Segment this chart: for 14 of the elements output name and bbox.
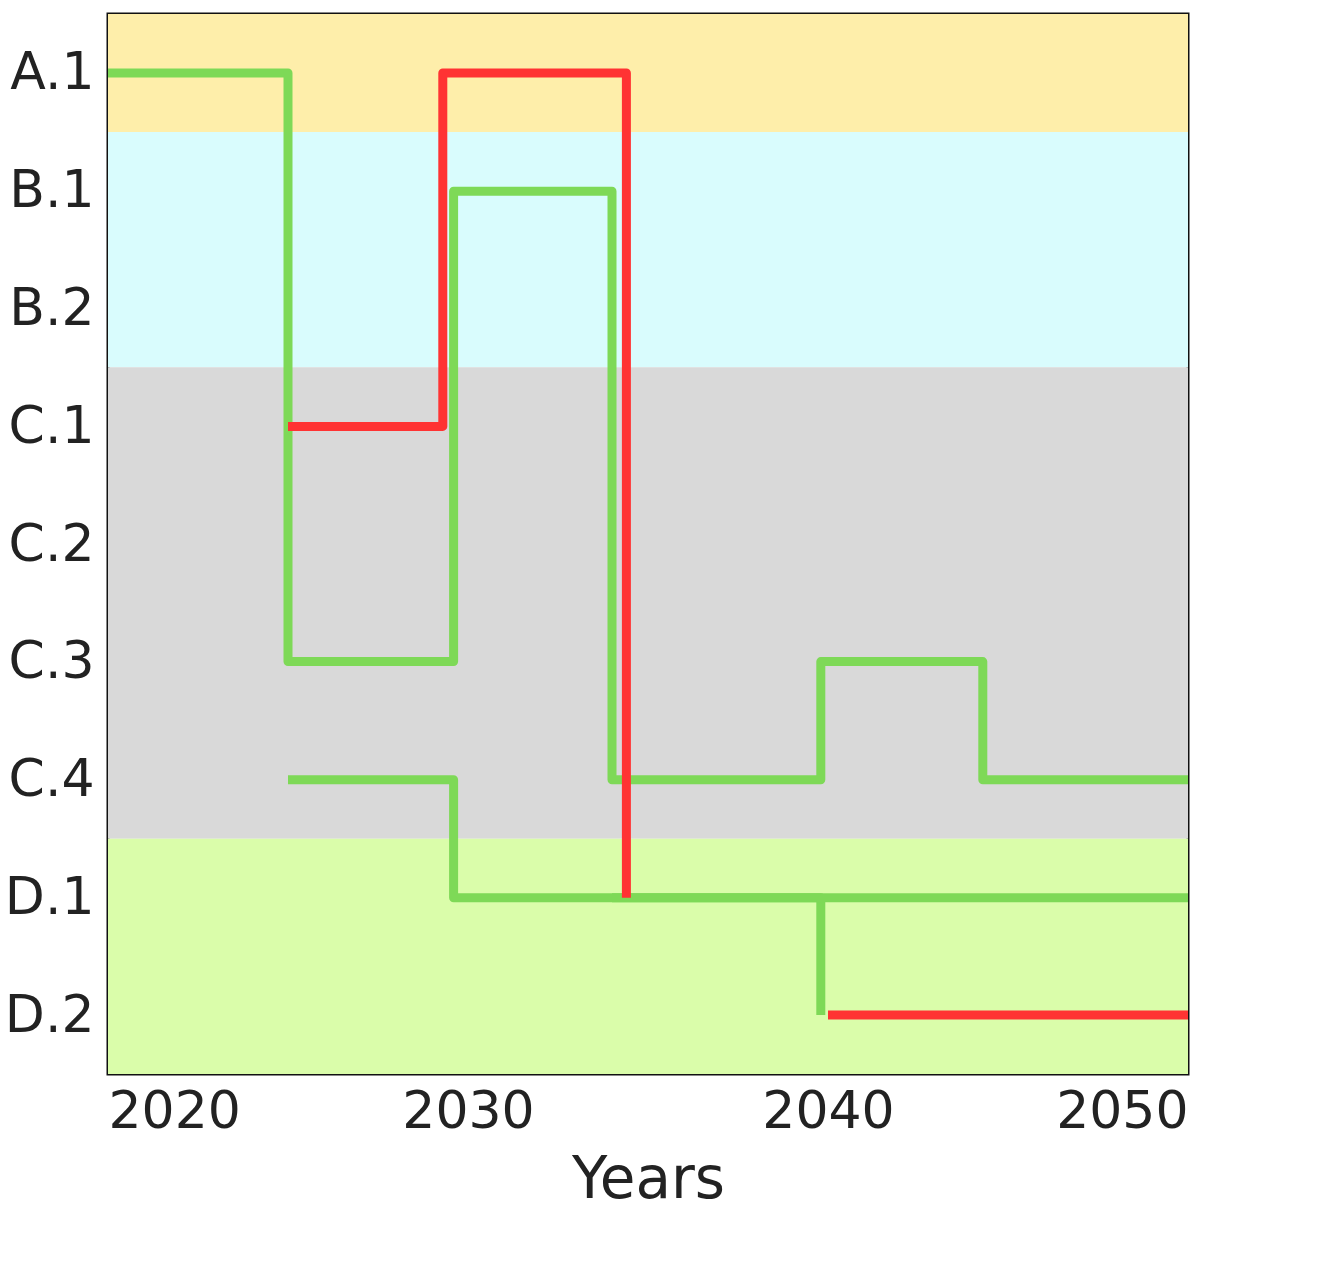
category-label: C.2 (8, 512, 95, 573)
x-tick-label: 2020 (108, 1079, 241, 1140)
category-label: C.3 (8, 630, 95, 691)
x-axis-title: Years (570, 1143, 726, 1212)
category-label: A.1 (10, 41, 95, 102)
category-label: D.2 (4, 983, 95, 1044)
x-tick-label: 2040 (762, 1079, 895, 1140)
category-label: B.2 (9, 276, 95, 337)
category-label: B.1 (9, 159, 95, 220)
x-tick-label: 2030 (402, 1079, 535, 1140)
category-label: C.4 (8, 748, 95, 809)
category-label: C.1 (8, 394, 95, 455)
x-tick-label: 2050 (1056, 1079, 1189, 1140)
category-label: D.1 (4, 865, 95, 926)
